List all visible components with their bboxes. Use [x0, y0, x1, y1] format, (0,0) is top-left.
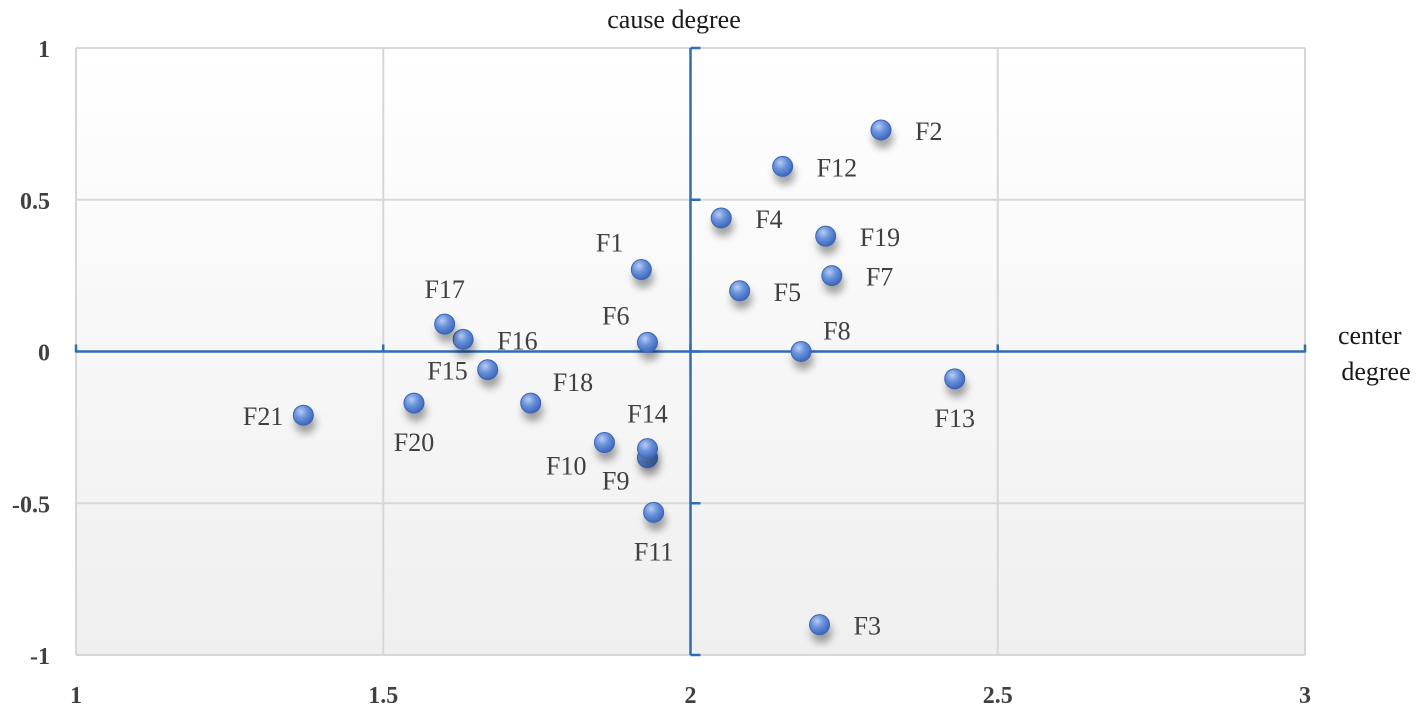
data-point	[434, 313, 456, 335]
x-tick-label: 2.5	[983, 683, 1013, 709]
point-label: F16	[497, 326, 537, 355]
point-label: F6	[602, 301, 629, 330]
data-point	[520, 392, 542, 414]
data-point	[643, 501, 665, 523]
point-label: F14	[627, 400, 667, 429]
data-point	[477, 359, 499, 381]
data-point	[870, 119, 892, 141]
y-tick-label: -1	[30, 644, 50, 670]
point-label: F8	[823, 317, 850, 346]
x-axis-title-line-1: center	[1338, 321, 1402, 350]
x-tick-label: 3	[1299, 683, 1311, 709]
point-label: F17	[424, 275, 464, 304]
point-label: F18	[553, 368, 593, 397]
data-point	[630, 259, 652, 281]
data-points	[292, 119, 966, 636]
point-label: F12	[817, 153, 857, 182]
data-point	[815, 225, 837, 247]
y-tick-label: 0	[38, 341, 50, 367]
data-point	[790, 341, 812, 362]
x-tick-label: 2	[685, 683, 697, 709]
point-label: F15	[427, 357, 467, 386]
point-label: F7	[866, 263, 893, 292]
tick-labels: 1 1.5 2 2.5 3 1 0.5 0 -0.5 -1	[12, 37, 1311, 709]
data-point	[593, 432, 615, 454]
data-point	[636, 438, 658, 460]
point-label: F11	[634, 537, 674, 566]
point-label: F3	[854, 612, 881, 641]
x-tick-label: 1.5	[368, 683, 398, 709]
point-label: F19	[860, 223, 900, 252]
y-tick-label: 1	[38, 37, 50, 63]
data-point	[452, 328, 474, 350]
point-label: F1	[596, 229, 623, 258]
x-axis-title-line-2: degree	[1341, 357, 1410, 386]
data-point	[772, 155, 794, 177]
data-point	[636, 331, 658, 353]
point-label: F10	[546, 452, 586, 481]
data-point	[821, 265, 843, 287]
point-label: F5	[774, 278, 801, 307]
point-label: F21	[243, 402, 283, 431]
x-tick-label: 1	[70, 683, 82, 709]
data-point	[292, 404, 314, 426]
y-tick-label: -0.5	[12, 492, 50, 518]
point-label: F2	[915, 117, 942, 146]
y-tick-label: 0.5	[20, 189, 50, 215]
x-axis-title: center degree	[1338, 321, 1411, 386]
data-point	[710, 207, 732, 229]
data-point	[809, 614, 831, 636]
point-label: F20	[394, 428, 434, 457]
point-label: F9	[602, 467, 629, 496]
data-point	[944, 368, 966, 390]
data-point	[403, 392, 425, 414]
axes-layer	[74, 46, 1307, 657]
point-label: F4	[755, 205, 782, 234]
point-label: F13	[935, 404, 975, 433]
point-labels: F1 F2 F3 F4 F5 F6 F7 F8 F9 F10 F11 F12 F13 F14 F15 F16 F…	[243, 117, 975, 641]
y-axis-title: cause degree	[607, 5, 741, 34]
data-point	[729, 280, 751, 302]
